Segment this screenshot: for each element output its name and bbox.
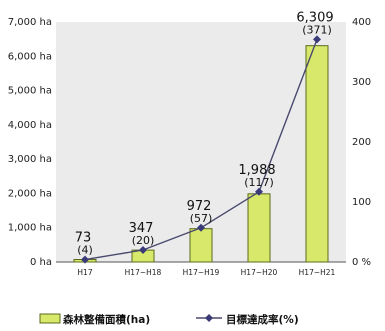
- y-left-tick-label: 3,000 ha: [8, 154, 52, 165]
- y-right-tick-label: 0 %: [352, 257, 371, 268]
- legend-line-label: 目標達成率(%): [226, 313, 299, 326]
- bar-value-label: 1,988: [238, 163, 275, 178]
- bar-value-label: 73: [75, 230, 92, 245]
- y-right-tick-label: 300: [352, 77, 371, 88]
- line-value-label: (371): [302, 23, 332, 36]
- plot-area: [56, 22, 346, 262]
- bar: [305, 45, 329, 263]
- x-tick-label: H17~H21: [299, 268, 336, 277]
- legend-bar-swatch: [39, 313, 61, 324]
- y-left-tick-label: 2,000 ha: [8, 188, 52, 199]
- bar-value-label: 347: [129, 221, 154, 236]
- legend: 森林整備面積(ha) 目標達成率(%): [39, 313, 299, 326]
- x-tick-label: H17~H18: [125, 268, 162, 277]
- y-left-tick-label: 1,000 ha: [8, 223, 52, 234]
- bar: [247, 193, 271, 263]
- y-left-tick-label: 7,000 ha: [8, 17, 52, 28]
- line-point: [197, 223, 205, 232]
- line-point: [313, 35, 321, 44]
- line-point: [81, 255, 89, 264]
- line-value-label: (20): [132, 234, 155, 247]
- x-tick-label: H17: [77, 268, 92, 277]
- line-value-label: (117): [244, 176, 274, 189]
- bar-value-label: 6,309: [296, 10, 333, 25]
- y-left-tick-label: 0 ha: [30, 257, 52, 268]
- line-value-label: (57): [190, 212, 213, 225]
- legend-bar-label: 森林整備面積(ha): [62, 313, 150, 326]
- x-tick-label: H17~H19: [183, 268, 220, 277]
- y-right-tick-label: 200: [352, 137, 371, 148]
- y-left-tick-label: 4,000 ha: [8, 120, 52, 131]
- legend-line-marker: [205, 314, 213, 322]
- y-left-tick-label: 5,000 ha: [8, 86, 52, 97]
- bar-value-label: 972: [187, 199, 212, 214]
- bar: [189, 228, 213, 263]
- line-point: [255, 187, 263, 196]
- y-right-tick-label: 400: [352, 17, 371, 28]
- x-tick-label: H17~H20: [241, 268, 278, 277]
- y-right-tick-label: 100: [352, 197, 371, 208]
- line-point: [139, 246, 147, 254]
- y-left-tick-label: 6,000 ha: [8, 51, 52, 62]
- line-value-label: (4): [77, 243, 93, 256]
